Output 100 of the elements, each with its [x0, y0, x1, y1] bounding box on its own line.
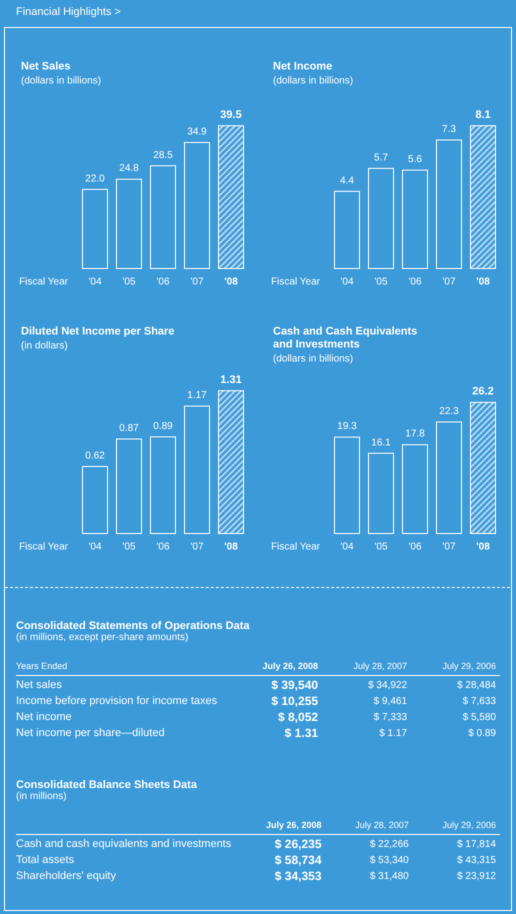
text: $ 8,052 [278, 710, 318, 724]
data-label: 22.3 [439, 406, 460, 418]
x-tick-label: '07 [190, 276, 204, 288]
category-label: July 28, 2007 [326, 820, 413, 834]
bar [184, 142, 210, 269]
text: $ 58,734 [274, 853, 322, 867]
data-label: 1.31 [220, 374, 242, 386]
data-label: 17.8 [405, 428, 426, 440]
x-tick-label: '06 [408, 276, 422, 288]
text: $ 0.89 [468, 728, 496, 738]
chart-subtitle: (in dollars) [21, 340, 68, 352]
text: $ 23,912 [457, 870, 496, 882]
text: $ 31,480 [370, 870, 409, 882]
text: $ 53,340 [370, 854, 409, 866]
x-tick-label: '08 [476, 542, 490, 552]
bar [402, 170, 428, 269]
category-label: July 28, 2007 [322, 661, 412, 676]
x-tick-label: '05 [122, 276, 136, 288]
chart-subtitle: (dollars in billions) [273, 76, 354, 86]
category-label: July 26, 2008 [235, 820, 326, 834]
x-tick-label: '04 [340, 542, 354, 552]
x-tick-label: '05 [374, 542, 388, 552]
bar [116, 178, 142, 269]
data-label: 28.5 [153, 150, 174, 161]
category-label: July 29, 2006 [411, 661, 500, 676]
x-tick-label: '08 [476, 276, 490, 288]
text: $ 28,484 [457, 680, 496, 690]
text: Years Ended [16, 661, 230, 676]
data-label: 19.3 [337, 421, 358, 432]
x-axis-title: Fiscal Year [19, 542, 69, 552]
category-label: July 26, 2008 [230, 661, 322, 676]
bar [150, 165, 176, 269]
bar [82, 188, 108, 269]
x-tick-label: '08 [224, 542, 238, 552]
x-tick-label: '07 [442, 276, 456, 288]
category-label: Cash and cash equivalents and investments [16, 838, 232, 850]
category-label: July 29, 2006 [412, 820, 500, 834]
bar [470, 402, 496, 534]
data-label: 34.9 [187, 126, 208, 138]
chart-subtitle: (dollars in billions) [273, 354, 354, 364]
bar [334, 190, 360, 269]
text: $ 1.31 [284, 726, 318, 740]
bar [184, 406, 210, 534]
text: (in millions) [16, 791, 68, 802]
chart-title: Net Sales [21, 60, 71, 72]
text: $ 7,633 [462, 696, 496, 706]
chart-title: Cash and Cash Equivalents and Investments [273, 326, 418, 350]
text: $ 9,461 [374, 696, 408, 706]
bar [218, 125, 244, 269]
x-tick-label: '06 [156, 542, 170, 552]
data-label: 24.8 [119, 163, 140, 174]
x-tick-label: '08 [224, 276, 238, 288]
text: $ 10,255 [271, 694, 318, 708]
data-label: 7.3 [442, 124, 456, 135]
x-tick-label: '05 [122, 542, 136, 552]
data-label: 0.62 [85, 450, 106, 462]
bar [368, 452, 394, 534]
x-tick-label: '04 [88, 542, 102, 552]
text: $ 34,922 [368, 680, 408, 690]
text: $ 26,235 [274, 837, 322, 851]
x-tick-label: '05 [374, 276, 388, 288]
bar [436, 139, 462, 269]
x-axis-title: Fiscal Year [19, 276, 69, 288]
text: Consolidated Statements of Operations Data [16, 620, 250, 632]
x-axis-title: Fiscal Year [271, 276, 321, 288]
text: $ 43,315 [457, 854, 496, 866]
data-label: 8.1 [475, 108, 491, 121]
data-label: 5.7 [374, 152, 388, 164]
category-label: Net income [16, 711, 72, 723]
bar [368, 168, 394, 269]
data-label: 1.17 [187, 390, 208, 402]
x-tick-label: '07 [442, 542, 456, 552]
data-label: 39.5 [220, 108, 242, 121]
x-tick-label: '04 [340, 276, 354, 288]
bar [218, 390, 244, 534]
text: Consolidated Balance Sheets Data [16, 779, 198, 791]
chart-title: Diluted Net Income per Share [21, 326, 174, 338]
data-label: 22.0 [85, 173, 106, 184]
category-label: Net income per share—diluted [16, 727, 165, 739]
data-label: 26.2 [472, 385, 494, 398]
category-label: Total assets [16, 854, 74, 866]
x-tick-label: '07 [190, 542, 204, 552]
x-tick-label: '06 [156, 276, 170, 288]
bar [116, 438, 142, 534]
text: $ 1.17 [379, 728, 408, 738]
text: $ 7,333 [374, 712, 408, 722]
bar [470, 125, 496, 269]
data-label: 16.1 [371, 437, 392, 448]
data-label: 0.87 [119, 423, 140, 434]
data-label: 4.4 [340, 175, 354, 186]
bar [82, 466, 108, 534]
text: $ 39,540 [271, 678, 318, 692]
text: $ 5,580 [462, 712, 496, 722]
text: Financial Highlights > [16, 6, 121, 18]
x-tick-label: '06 [408, 542, 422, 552]
chart-subtitle: (dollars in billions) [21, 76, 102, 86]
bar [436, 422, 462, 534]
text: $ 34,353 [274, 869, 322, 883]
category-label: Income before provision for income taxes [16, 695, 218, 707]
bar [402, 444, 428, 534]
